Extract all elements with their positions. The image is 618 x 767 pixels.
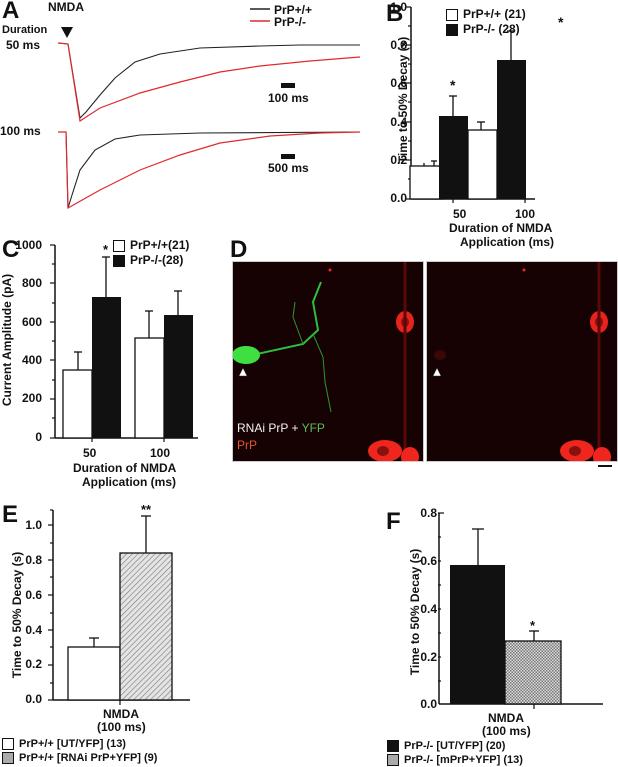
legend-label: PrP-/- [UT/YFP] (20) <box>404 740 506 752</box>
panel-a-letter: A <box>2 0 20 24</box>
y-tick: 0.6 <box>420 554 437 568</box>
significance-star: * <box>450 77 456 93</box>
y-tick: 0.2 <box>390 153 407 167</box>
caption-prp: PrP <box>237 438 258 452</box>
legend-label: PrP+/+ [UT/YFP] (13) <box>19 738 126 750</box>
bar-chart-f <box>438 512 603 709</box>
x-axis-label-line2: Application (ms) <box>82 475 177 489</box>
y-tick: 0.2 <box>25 657 42 671</box>
caption-white: RNAi PrP + <box>237 421 302 435</box>
x-axis-label-line1: Duration of NMDA <box>449 221 553 235</box>
legend-item: PrP-/- [mPrP+YFP] (13) <box>387 754 523 767</box>
legend-label: PrP+/+ [RNAi PrP+YFP] (9) <box>19 752 158 764</box>
legend-item: PrP-/-(28) <box>113 253 183 267</box>
legend-item: PrP-/- (28) <box>446 22 520 36</box>
y-tick: 0.6 <box>390 76 407 90</box>
scale-bar-100ms: 100 ms <box>268 91 309 105</box>
significance-stars: ** <box>141 502 152 517</box>
bar-chart-e <box>48 509 190 705</box>
y-tick: 0.8 <box>25 553 42 567</box>
legend-label: PrP-/- (28) <box>463 22 520 36</box>
x-tick: 100 <box>515 207 536 221</box>
y-tick: 1000 <box>15 238 42 252</box>
y-tick: 0.4 <box>390 115 407 129</box>
legend-label: PrP+/+ (21) <box>463 7 526 21</box>
traces-plot <box>57 8 360 210</box>
legend-item: PrP+/+(21) <box>113 238 189 252</box>
y-tick: 0.0 <box>420 697 437 711</box>
significance-star: * <box>530 618 536 633</box>
x-axis-label-line1: NMDA <box>103 707 139 721</box>
legend-label: PrP-/- [mPrP+YFP] (13) <box>404 754 523 766</box>
legend-prp-wt: PrP+/+ <box>274 3 313 17</box>
y-tick: 0.2 <box>420 650 437 664</box>
panel-d-letter: D <box>230 236 248 263</box>
y-tick: 600 <box>21 315 42 329</box>
significance-star: * <box>558 14 564 30</box>
y-tick: 400 <box>21 353 42 367</box>
panel-e-letter: E <box>2 501 19 528</box>
x-tick: 50 <box>83 446 97 460</box>
y-tick: 0.4 <box>420 602 437 616</box>
legend-item: PrP+/+ (21) <box>446 7 526 21</box>
y-tick: 0.6 <box>25 588 42 602</box>
duration-header: Duration <box>2 24 48 36</box>
stimulus-arrow-icon <box>61 27 73 38</box>
x-tick: 50 <box>453 207 467 221</box>
legend-label: PrP+/+(21) <box>130 238 190 252</box>
row-label-50ms: 50 ms <box>6 38 41 52</box>
legend-item: PrP+/+ [UT/YFP] (13) <box>2 738 126 751</box>
legend-item: PrP-/- [UT/YFP] (20) <box>387 740 506 753</box>
x-axis-label-line1: Duration of NMDA <box>73 461 177 475</box>
significance-star: * <box>103 242 109 257</box>
y-axis-label: Current Amplitude (pA) <box>0 273 14 407</box>
y-tick: 0.4 <box>25 623 42 637</box>
x-axis-label-line2: (100 ms) <box>97 720 146 734</box>
y-tick: 0 <box>35 430 42 444</box>
nmda-stimulus-label: NMDA <box>48 0 84 14</box>
x-tick: 100 <box>150 446 171 460</box>
panel-f-letter: F <box>386 508 401 535</box>
y-tick: 1.0 <box>25 518 42 532</box>
x-axis-label-line1: NMDA <box>488 711 524 725</box>
y-tick: 800 <box>21 276 42 290</box>
scale-bar <box>598 465 612 467</box>
y-tick: 0.8 <box>420 506 437 520</box>
y-tick: 200 <box>21 391 42 405</box>
x-axis-label-line2: (100 ms) <box>482 724 531 738</box>
row-label-100ms: 100 ms <box>0 124 41 138</box>
arrowhead-icon <box>432 367 442 377</box>
micrograph-merged: RNAi PrP + YFP PrP <box>232 261 424 462</box>
panel-b-letter: B <box>386 0 404 27</box>
legend-label: PrP-/-(28) <box>130 253 184 267</box>
y-axis-label: Time to 50% Decay (s) <box>408 548 422 676</box>
bar-chart-b <box>406 6 535 203</box>
y-axis-label: Time to 50% Decay (s) <box>10 551 24 679</box>
caption-green: YFP <box>301 421 325 435</box>
legend-item: PrP+/+ [RNAi PrP+YFP] (9) <box>2 752 158 765</box>
y-tick: 0.0 <box>25 692 42 706</box>
y-tick: 0.8 <box>390 38 407 52</box>
y-tick: 1.0 <box>390 0 407 14</box>
micrograph-prp <box>426 261 618 462</box>
x-axis-label-line2: Application (ms) <box>460 235 555 249</box>
legend-prp-ko: PrP-/- <box>274 15 307 29</box>
y-tick: 0.0 <box>390 191 407 205</box>
bar-chart-c <box>50 244 198 442</box>
scale-bar-500ms: 500 ms <box>268 161 309 175</box>
panel-c-letter: C <box>2 236 20 263</box>
arrowhead-icon <box>238 367 248 377</box>
caption-rnai-yfp: RNAi PrP + YFP <box>237 421 325 435</box>
